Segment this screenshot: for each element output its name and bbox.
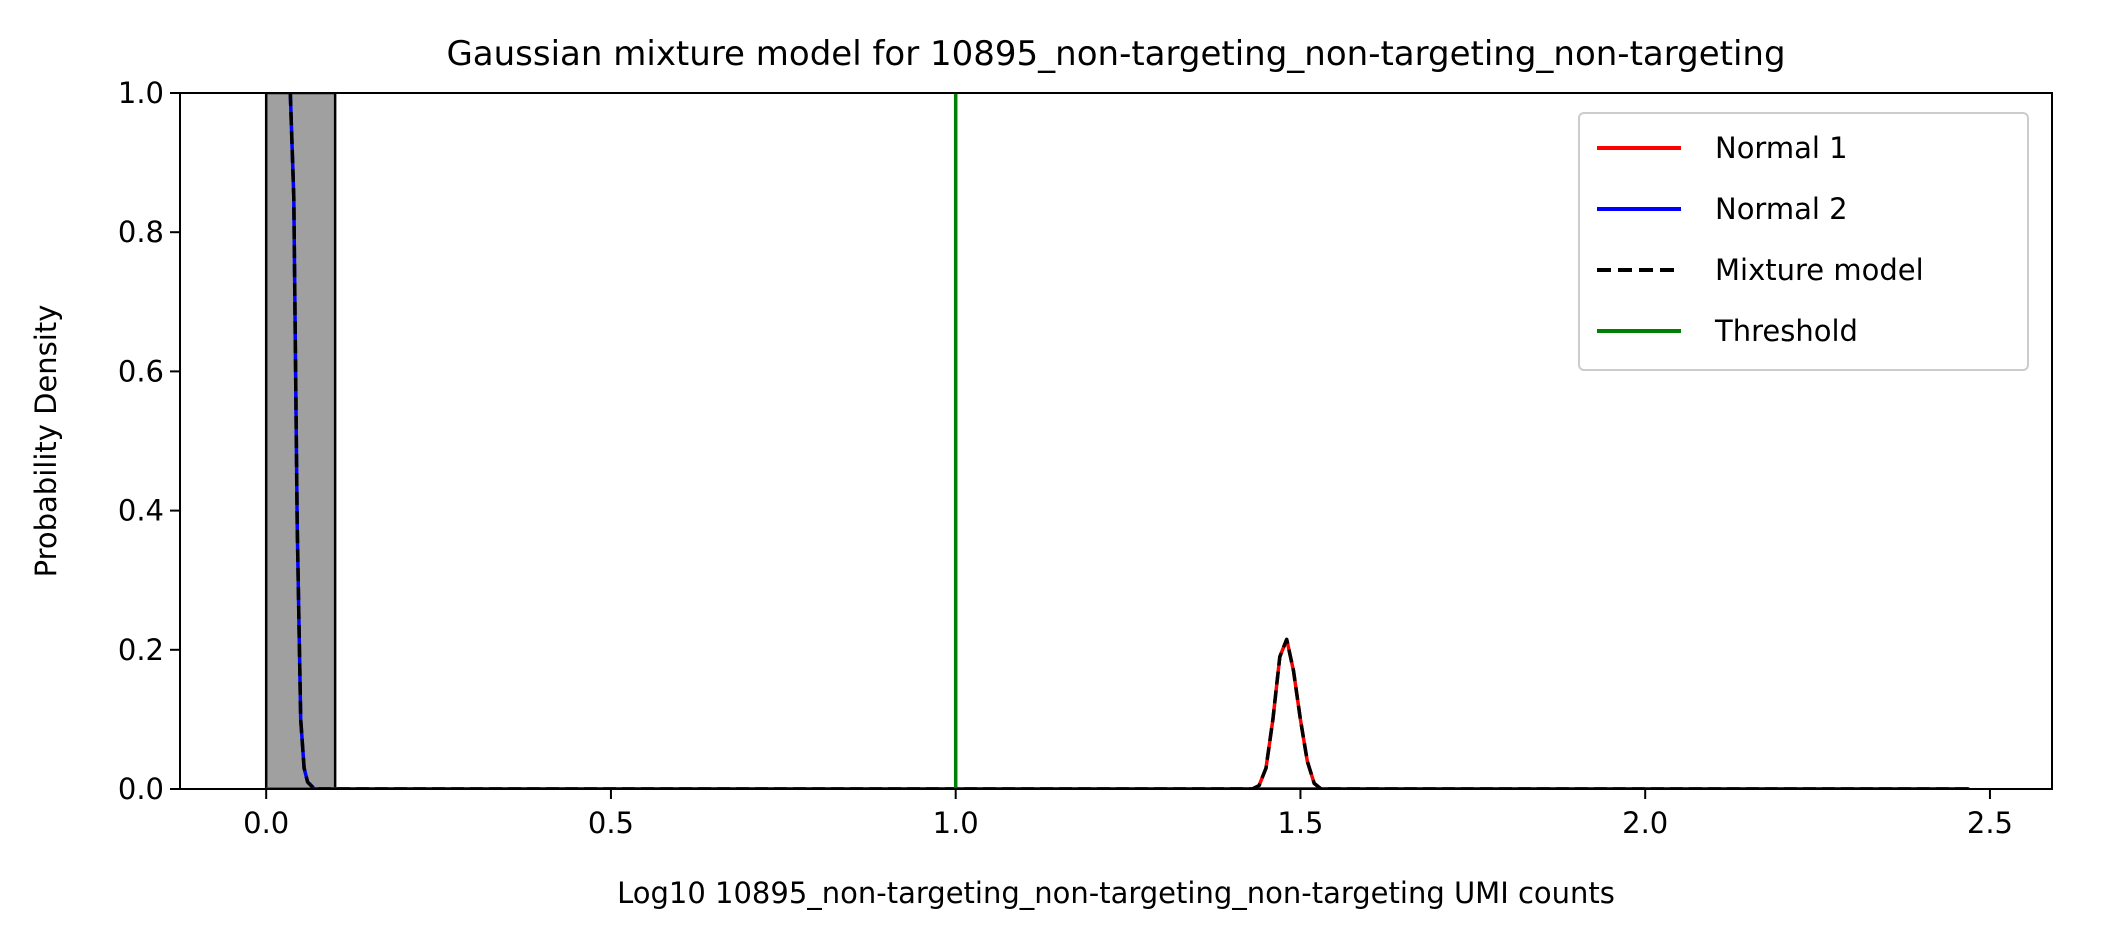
x-tick-label: 1.0	[933, 806, 979, 840]
x-tick-label: 0.5	[588, 806, 634, 840]
y-tick-label: 0.2	[118, 633, 164, 667]
y-tick-label: 0.8	[118, 215, 164, 249]
legend: Normal 1 Normal 2 Mixture model Threshold	[1578, 112, 2029, 371]
plot-frame	[179, 92, 2053, 790]
legend-label: Normal 2	[1715, 192, 1848, 226]
x-tick-label: 2.5	[1967, 806, 2013, 840]
chart-title: Gaussian mixture model for 10895_non-tar…	[446, 34, 1785, 74]
y-tick-label: 0.6	[118, 354, 164, 388]
x-tick-label: 0.0	[243, 806, 289, 840]
y-tick-label: 0.4	[118, 494, 164, 528]
series-line-mixture-model	[288, 93, 1970, 789]
x-axis-label: Log10 10895_non-targeting_non-targeting_…	[617, 876, 1615, 910]
y-axis-label: Probability Density	[29, 305, 63, 578]
y-tick-label: 1.0	[118, 76, 164, 110]
series-line-normal-1	[266, 637, 1970, 789]
legend-label: Normal 1	[1715, 131, 1848, 165]
legend-label: Mixture model	[1715, 253, 1924, 287]
legend-box	[1578, 112, 2029, 371]
y-tick-label: 0.0	[118, 772, 164, 806]
x-tick-label: 2.0	[1622, 806, 1668, 840]
x-tick-label: 1.5	[1277, 806, 1323, 840]
legend-label: Threshold	[1714, 314, 1858, 348]
